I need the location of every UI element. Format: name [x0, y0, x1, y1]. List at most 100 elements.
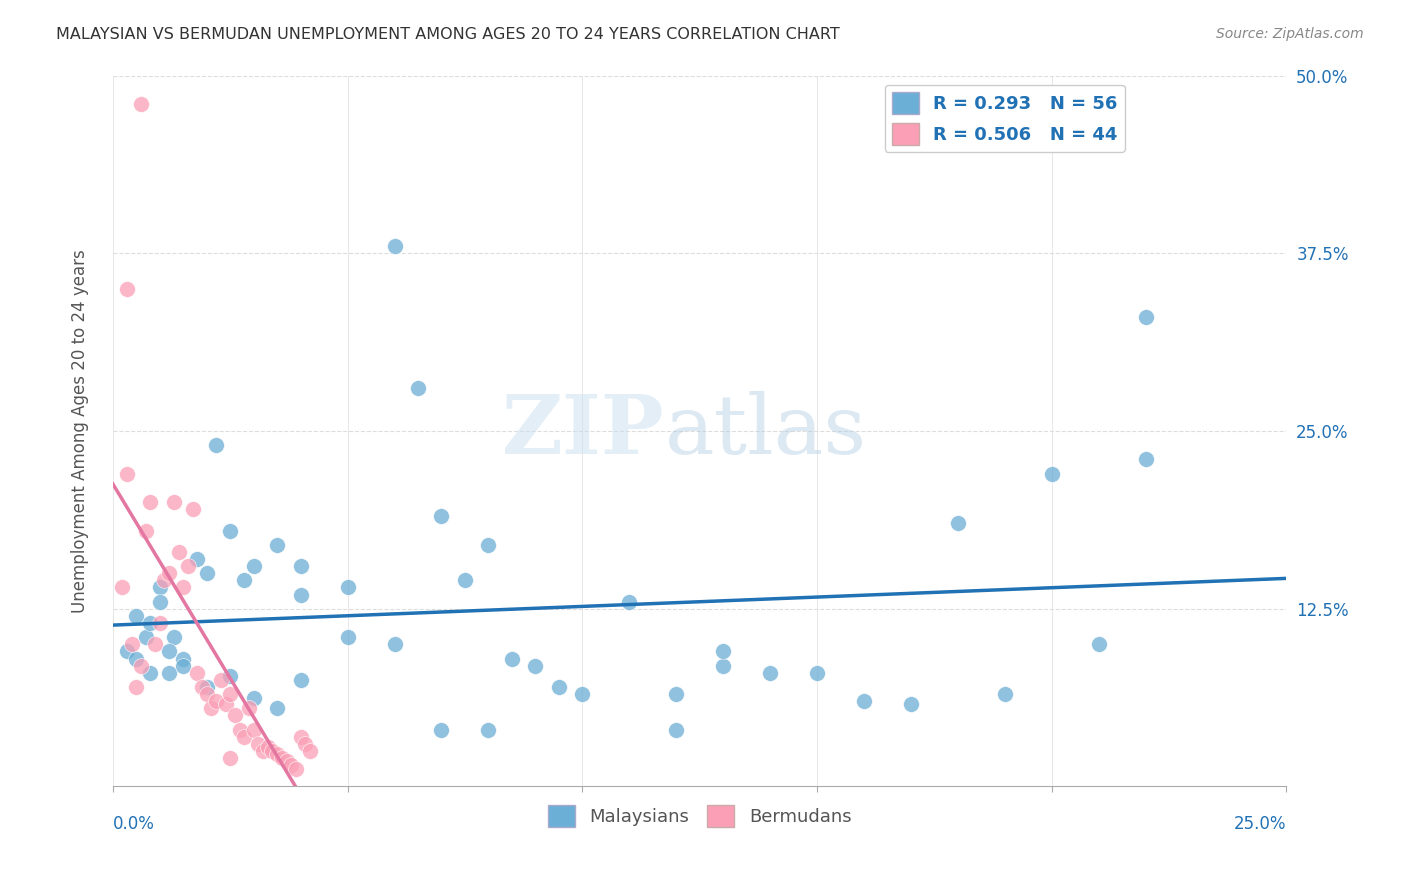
Point: [384, 637, 406, 651]
Point: [129, 658, 152, 673]
Point: [125, 680, 148, 694]
Point: [242, 691, 264, 706]
Point: [209, 673, 232, 687]
Point: [135, 524, 157, 538]
Point: [711, 658, 734, 673]
Point: [900, 697, 922, 711]
Legend: Malaysians, Bermudans: Malaysians, Bermudans: [541, 797, 859, 834]
Point: [177, 559, 200, 574]
Point: [149, 581, 172, 595]
Point: [115, 644, 138, 658]
Point: [242, 723, 264, 737]
Point: [284, 763, 307, 777]
Point: [163, 630, 186, 644]
Point: [163, 495, 186, 509]
Point: [167, 545, 190, 559]
Point: [172, 658, 194, 673]
Point: [186, 665, 208, 680]
Point: [125, 608, 148, 623]
Point: [125, 651, 148, 665]
Point: [143, 637, 166, 651]
Point: [619, 594, 641, 608]
Point: [233, 574, 256, 588]
Point: [172, 651, 194, 665]
Point: [501, 651, 523, 665]
Text: MALAYSIAN VS BERMUDAN UNEMPLOYMENT AMONG AGES 20 TO 24 YEARS CORRELATION CHART: MALAYSIAN VS BERMUDAN UNEMPLOYMENT AMONG…: [56, 27, 839, 42]
Text: atlas: atlas: [665, 391, 866, 471]
Point: [219, 668, 242, 682]
Point: [214, 697, 236, 711]
Point: [477, 723, 499, 737]
Point: [266, 538, 288, 552]
Point: [946, 516, 969, 531]
Point: [115, 467, 138, 481]
Point: [139, 495, 162, 509]
Point: [290, 730, 312, 744]
Point: [266, 701, 288, 715]
Point: [336, 581, 359, 595]
Point: [547, 680, 569, 694]
Point: [454, 574, 477, 588]
Point: [135, 630, 157, 644]
Point: [256, 739, 278, 754]
Point: [157, 566, 180, 581]
Point: [157, 644, 180, 658]
Point: [252, 744, 274, 758]
Point: [219, 524, 242, 538]
Point: [219, 751, 242, 765]
Point: [247, 737, 270, 751]
Point: [1135, 452, 1157, 467]
Point: [336, 630, 359, 644]
Point: [121, 637, 143, 651]
Point: [195, 680, 218, 694]
Point: [195, 687, 218, 701]
Point: [186, 552, 208, 566]
Text: ZIP: ZIP: [502, 391, 665, 471]
Text: 0.0%: 0.0%: [112, 815, 155, 833]
Point: [571, 687, 593, 701]
Point: [524, 658, 547, 673]
Point: [205, 694, 228, 708]
Point: [200, 701, 222, 715]
Point: [759, 665, 782, 680]
Point: [665, 723, 688, 737]
Point: [1135, 310, 1157, 325]
Point: [129, 97, 152, 112]
Point: [228, 723, 250, 737]
Point: [149, 594, 172, 608]
Point: [290, 588, 312, 602]
Text: Source: ZipAtlas.com: Source: ZipAtlas.com: [1216, 27, 1364, 41]
Point: [149, 615, 172, 630]
Point: [294, 737, 316, 751]
Point: [139, 615, 162, 630]
Point: [298, 744, 321, 758]
Point: [195, 566, 218, 581]
Point: [280, 758, 302, 772]
Point: [994, 687, 1017, 701]
Point: [111, 581, 134, 595]
Point: [1040, 467, 1063, 481]
Point: [181, 502, 204, 516]
Point: [290, 673, 312, 687]
Point: [153, 574, 176, 588]
Point: [262, 744, 284, 758]
Point: [852, 694, 875, 708]
Point: [477, 538, 499, 552]
Point: [219, 687, 242, 701]
Point: [172, 581, 194, 595]
Text: 25.0%: 25.0%: [1234, 815, 1286, 833]
Point: [266, 747, 288, 761]
Point: [1087, 637, 1109, 651]
Point: [242, 559, 264, 574]
Point: [384, 239, 406, 253]
Point: [806, 665, 828, 680]
Point: [711, 644, 734, 658]
Point: [238, 701, 260, 715]
Point: [430, 723, 453, 737]
Point: [270, 751, 292, 765]
Point: [233, 730, 256, 744]
Point: [191, 680, 214, 694]
Point: [665, 687, 688, 701]
Point: [157, 665, 180, 680]
Y-axis label: Unemployment Among Ages 20 to 24 years: Unemployment Among Ages 20 to 24 years: [72, 249, 89, 613]
